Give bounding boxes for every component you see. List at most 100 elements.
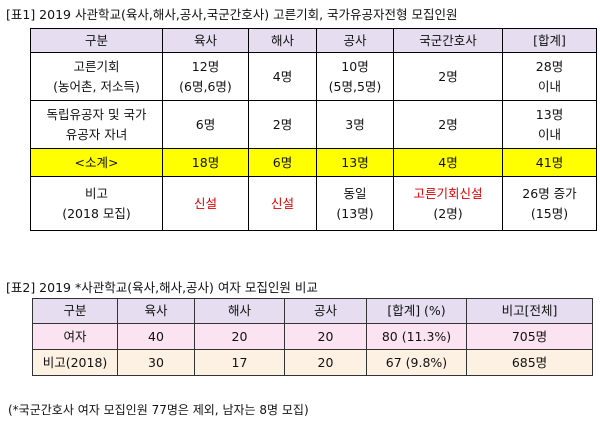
cell-text: 13명 bbox=[341, 154, 369, 170]
cell: 2명 bbox=[393, 100, 503, 149]
table1: 구분 육사 해사 공사 국군간호사 [합계] 고른기회 (농어촌, 저소득) 12명 (6명,6명… bbox=[30, 28, 597, 231]
cell-text: 20 bbox=[231, 328, 248, 344]
cell-text: 17 bbox=[231, 354, 248, 370]
cell: 17 bbox=[194, 349, 285, 376]
cell-text: [합계] (%) bbox=[387, 303, 446, 318]
cell: 705명 bbox=[466, 323, 593, 350]
row: <소계> 18명 6명 13명 4명 41명 bbox=[30, 148, 597, 177]
cell-text: (농어촌, 저소득) bbox=[53, 78, 140, 94]
cell-text: 육사 bbox=[144, 303, 168, 318]
cell-text: 4명 bbox=[438, 154, 458, 170]
cell: 40 bbox=[117, 323, 195, 350]
cell-text: 13명 bbox=[535, 106, 564, 122]
cell-text: 685명 bbox=[511, 354, 548, 370]
cell-text: 20 bbox=[317, 354, 334, 370]
cell: 12명 (6명,6명) bbox=[162, 52, 249, 101]
header-row: 구분 육사 해사 공사 국군간호사 [합계] bbox=[30, 28, 597, 53]
row: 여자 40 20 20 80 (11.3%) 705명 bbox=[32, 323, 593, 350]
cell-text: 고른기회신설 bbox=[413, 185, 483, 201]
row: 비고 (2018 모집) 신설 신설 동일 (13명) 고른기회신설 (2명) 26명 증가 (1… bbox=[30, 176, 597, 231]
cell: 3명 bbox=[316, 100, 394, 149]
cell: 30 bbox=[117, 349, 195, 376]
cell: 고른기회 (농어촌, 저소득) bbox=[30, 52, 163, 101]
header-cell: 공사 bbox=[284, 298, 367, 324]
cell-text: 30 bbox=[148, 354, 164, 370]
header-cell: 육사 bbox=[162, 28, 249, 53]
cell-text: 26명 증가 bbox=[522, 185, 577, 201]
cell-text: 28명 bbox=[535, 58, 564, 74]
cell-text: 3명 bbox=[345, 116, 365, 132]
cell: 4명 bbox=[393, 148, 503, 177]
cell-text: 신설 bbox=[270, 195, 294, 211]
footnote: (*국군간호사 여자 모집인원 77명은 제외, 남자는 8명 모집) bbox=[8, 403, 309, 417]
cell: 여자 bbox=[32, 323, 118, 350]
cell-text: 이내 bbox=[537, 126, 561, 142]
cell: 2명 bbox=[248, 100, 317, 149]
table1-title: [표1] 2019 사관학교(육사,해사,공사,국군간호사) 고른기회, 국가유… bbox=[6, 7, 458, 22]
header-cell: [합계] (%) bbox=[366, 298, 467, 324]
header-cell: 비고[전체] bbox=[466, 298, 593, 324]
cell-text: [합계] bbox=[533, 32, 566, 48]
cell: 20 bbox=[194, 323, 285, 350]
cell-text: 4명 bbox=[272, 68, 293, 84]
cell-text: 10명 bbox=[341, 58, 369, 74]
header-cell: [합계] bbox=[502, 28, 597, 53]
cell: 비고(2018) bbox=[32, 349, 118, 376]
cell-text: 80 (11.3%) bbox=[381, 328, 452, 344]
row: 비고(2018) 30 17 20 67 (9.8%) 685명 bbox=[32, 349, 593, 376]
cell-text: 구분 bbox=[84, 32, 108, 48]
header-cell: 해사 bbox=[194, 298, 285, 324]
cell: 10명 (5명,5명) bbox=[316, 52, 394, 101]
cell-text: 20 bbox=[317, 328, 334, 344]
header-cell: 국군간호사 bbox=[393, 28, 503, 53]
cell-text: 705명 bbox=[511, 328, 548, 344]
cell-text: 국군간호사 bbox=[419, 32, 477, 48]
cell: 13명 bbox=[316, 148, 394, 177]
cell-text: 구분 bbox=[63, 303, 87, 318]
cell: 67 (9.8%) bbox=[366, 349, 467, 376]
header-cell: 공사 bbox=[316, 28, 394, 53]
cell-text: 41명 bbox=[535, 154, 564, 170]
cell-text: <소계> bbox=[74, 154, 119, 170]
cell: 4명 bbox=[248, 52, 317, 101]
cell-text: 2명 bbox=[438, 116, 458, 132]
cell-text: (2명) bbox=[433, 205, 463, 221]
cell: 6명 bbox=[162, 100, 249, 149]
cell: 신설 bbox=[162, 176, 249, 231]
cell: 2명 bbox=[393, 52, 503, 101]
cell: 신설 bbox=[248, 176, 317, 231]
cell-text: 18명 bbox=[191, 154, 220, 170]
cell-text: 2명 bbox=[272, 116, 293, 132]
cell: 고른기회신설 (2명) bbox=[393, 176, 503, 231]
cell-text: 공사 bbox=[313, 303, 337, 318]
cell: 685명 bbox=[466, 349, 593, 376]
cell: <소계> bbox=[30, 148, 163, 177]
cell-text: (15명) bbox=[530, 205, 569, 221]
cell: 비고 (2018 모집) bbox=[30, 176, 163, 231]
cell-text: 공사 bbox=[343, 32, 367, 48]
cell-text: 비고 bbox=[84, 185, 108, 201]
cell-text: 비고[전체] bbox=[501, 303, 558, 318]
cell-text: 동일 bbox=[343, 185, 367, 201]
cell: 독립유공자 및 국가 유공자 자녀 bbox=[30, 100, 163, 149]
cell-text: (2018 모집) bbox=[62, 205, 131, 221]
cell-text: 고른기회 bbox=[73, 58, 120, 74]
cell-text: 40 bbox=[148, 328, 164, 344]
row: 고른기회 (농어촌, 저소득) 12명 (6명,6명) 4명 10명 (5명,5명) 2명 28… bbox=[30, 52, 597, 101]
header-cell: 구분 bbox=[30, 28, 163, 53]
cell-text: 6명 bbox=[272, 154, 293, 170]
table2: 구분 육사 해사 공사 [합계] (%) 비고[전체] 여자 40 20 20 80 (11.3%)… bbox=[32, 298, 593, 376]
cell-text: 해사 bbox=[270, 32, 294, 48]
cell-text: 비고(2018) bbox=[42, 354, 108, 370]
cell: 41명 bbox=[502, 148, 597, 177]
header-cell: 구분 bbox=[32, 298, 118, 324]
cell-text: 이내 bbox=[537, 78, 561, 94]
cell-text: (13명) bbox=[336, 205, 374, 221]
cell-text: 육사 bbox=[193, 32, 217, 48]
cell-text: 2명 bbox=[438, 68, 458, 84]
cell-text: (5명,5명) bbox=[328, 78, 382, 94]
